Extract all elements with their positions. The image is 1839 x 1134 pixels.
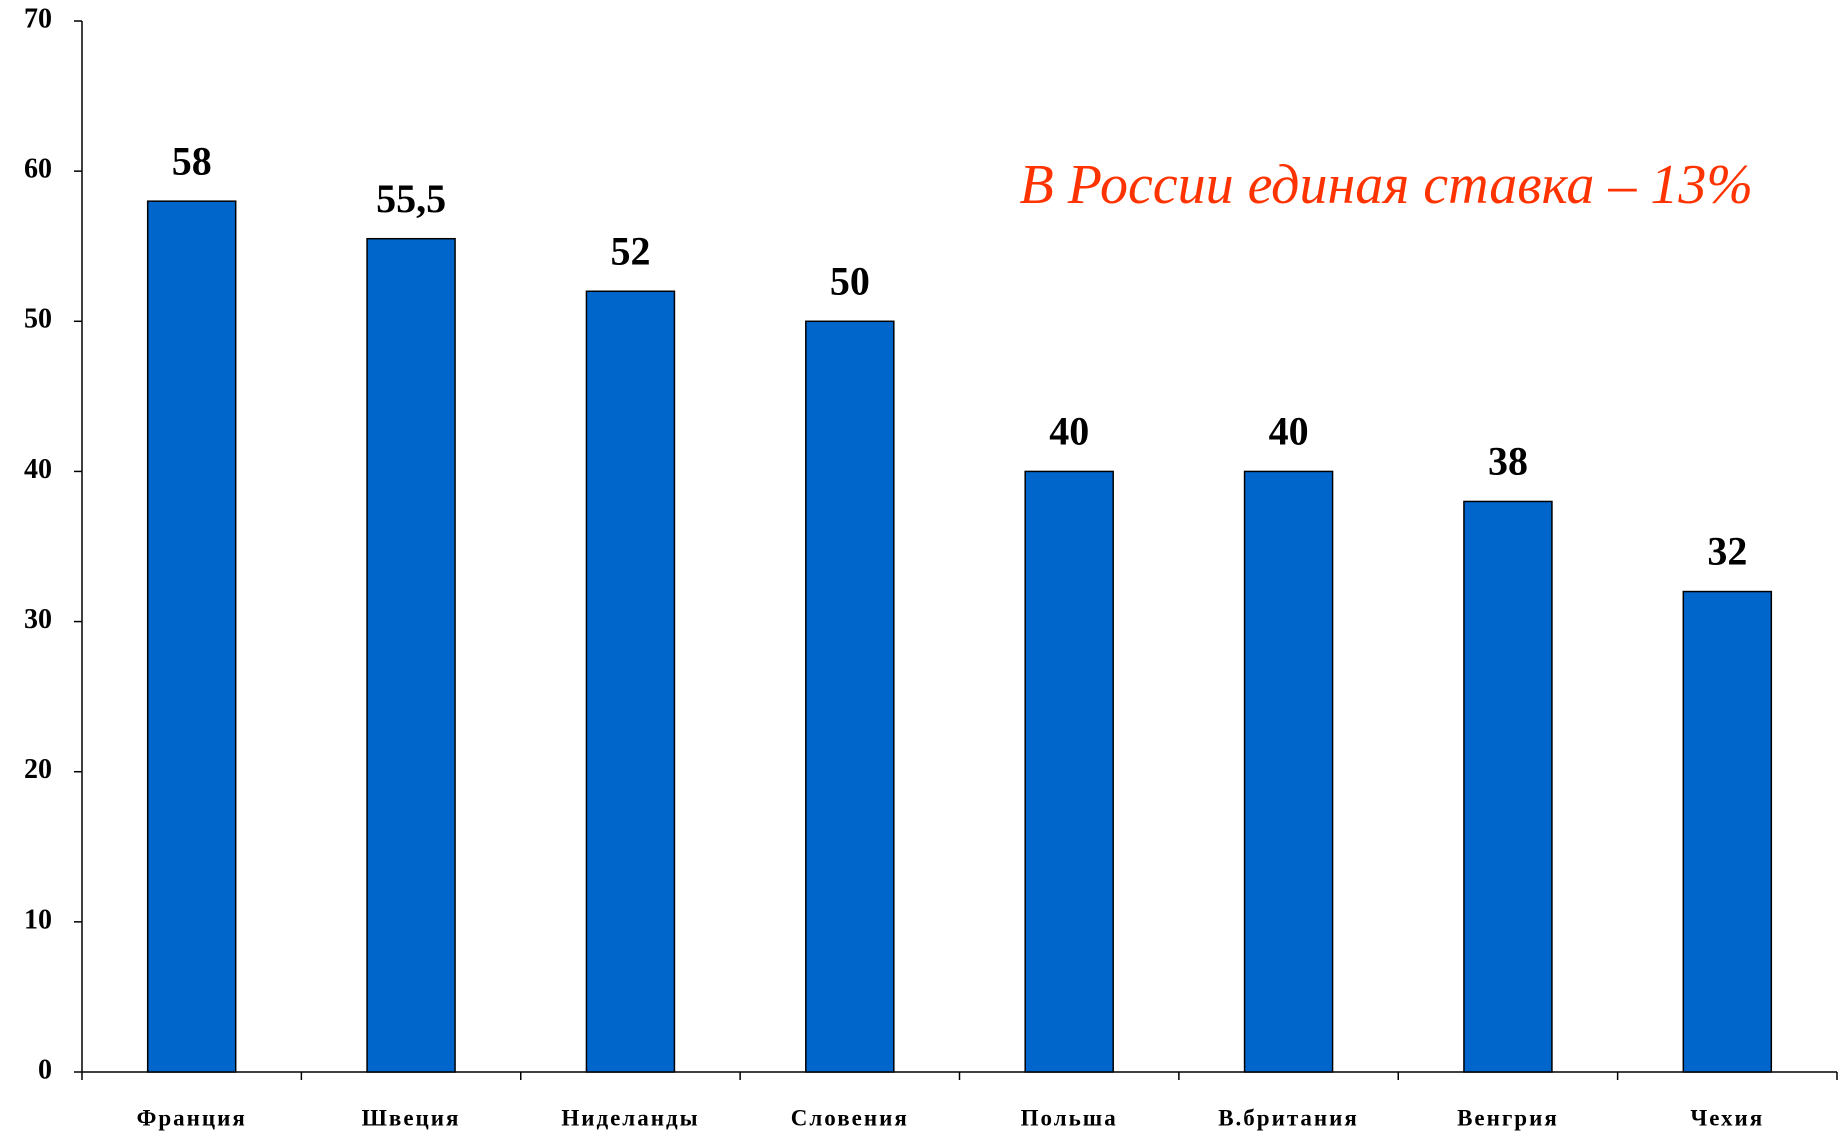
data-label: 40 xyxy=(1269,409,1309,454)
data-label: 55,5 xyxy=(376,176,446,221)
data-label: 40 xyxy=(1049,409,1089,454)
bar xyxy=(585,290,676,1073)
data-label: 32 xyxy=(1707,529,1747,574)
y-tick-label: 10 xyxy=(24,904,52,935)
x-tick-label: Франция xyxy=(137,1105,247,1130)
bar xyxy=(1243,470,1334,1073)
data-label: 58 xyxy=(172,138,212,183)
bar xyxy=(366,237,456,1073)
y-tick-label: 60 xyxy=(24,154,52,185)
x-tick-label: Ниделанды xyxy=(561,1105,699,1130)
x-tick-label: Польша xyxy=(1021,1105,1118,1130)
bar xyxy=(146,200,237,1073)
y-tick-label: 20 xyxy=(24,754,52,785)
bar xyxy=(805,320,895,1073)
x-tick-label: Чехия xyxy=(1690,1105,1764,1130)
x-tick-label: Венгрия xyxy=(1457,1105,1559,1130)
y-tick-label: 50 xyxy=(24,304,52,335)
bar xyxy=(1024,470,1114,1073)
x-tick-label: Словения xyxy=(791,1105,909,1130)
x-tick-label: В.британия xyxy=(1218,1105,1359,1130)
y-tick-label: 40 xyxy=(24,454,52,485)
data-label: 50 xyxy=(830,258,870,303)
bar xyxy=(1682,590,1773,1073)
y-tick-label: 30 xyxy=(24,604,52,635)
y-tick-label: 70 xyxy=(24,3,52,34)
y-tick-label: 0 xyxy=(38,1054,52,1085)
x-tick-label: Швеция xyxy=(362,1105,461,1130)
data-label: 38 xyxy=(1488,439,1528,484)
bar xyxy=(1463,500,1553,1073)
annotation: В России единая ставка – 13% xyxy=(1020,154,1753,216)
data-label: 52 xyxy=(610,228,650,273)
